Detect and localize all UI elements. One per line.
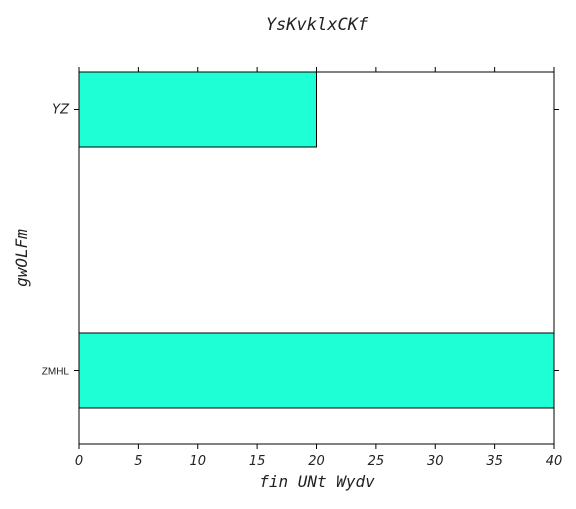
bar-zmhl: [79, 333, 554, 408]
x-tick-label: 40: [546, 454, 563, 469]
bars-layer: [79, 72, 554, 408]
x-tick-label: 15: [249, 454, 266, 469]
bar-yz: [79, 72, 317, 147]
x-tick-label: 0: [75, 454, 83, 469]
x-tick-label: 5: [134, 454, 142, 469]
x-axis-label: fin UNt Wydv: [259, 472, 375, 491]
x-tick-label: 30: [427, 454, 444, 469]
y-tick-label: YZ: [52, 103, 70, 118]
x-tick-label: 25: [368, 454, 385, 469]
y-tick-label: ZMHL: [42, 367, 70, 378]
x-tick-label: 35: [486, 454, 503, 469]
x-tick-label: 20: [308, 454, 325, 469]
x-tick-label: 10: [189, 454, 206, 469]
y-axis-label: gwOLFm: [12, 229, 31, 287]
chart-title: YsKvklxCKf: [266, 15, 369, 35]
